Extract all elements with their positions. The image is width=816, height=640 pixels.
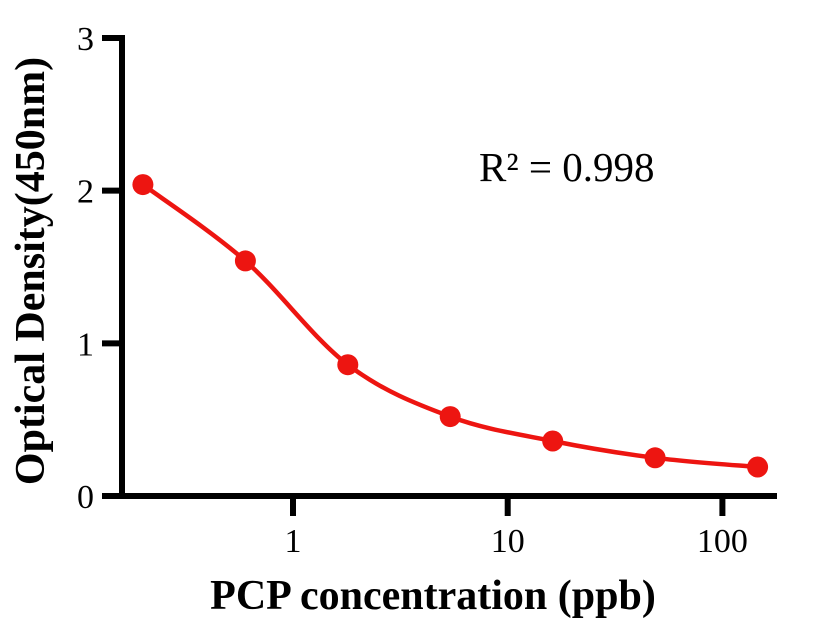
data-point-marker [234,250,256,272]
y-tick-label: 1 [77,326,94,363]
data-point-marker [542,430,564,452]
y-axis-title: Optical Density(450nm) [8,56,54,486]
x-tick-label: 1 [285,523,302,560]
data-point-marker [132,174,154,196]
data-point-marker [747,456,769,478]
x-tick-label: 100 [697,523,748,560]
data-point-marker [439,406,461,428]
data-point-marker [644,447,666,469]
r-squared-annotation: R² = 0.998 [479,144,655,190]
y-tick-label: 0 [77,479,94,516]
y-tick-label: 2 [77,174,94,211]
x-axis-title: PCP concentration (ppb) [210,573,656,619]
y-tick-label: 3 [77,21,94,58]
data-point-marker [337,354,359,376]
x-tick-label: 10 [491,523,525,560]
